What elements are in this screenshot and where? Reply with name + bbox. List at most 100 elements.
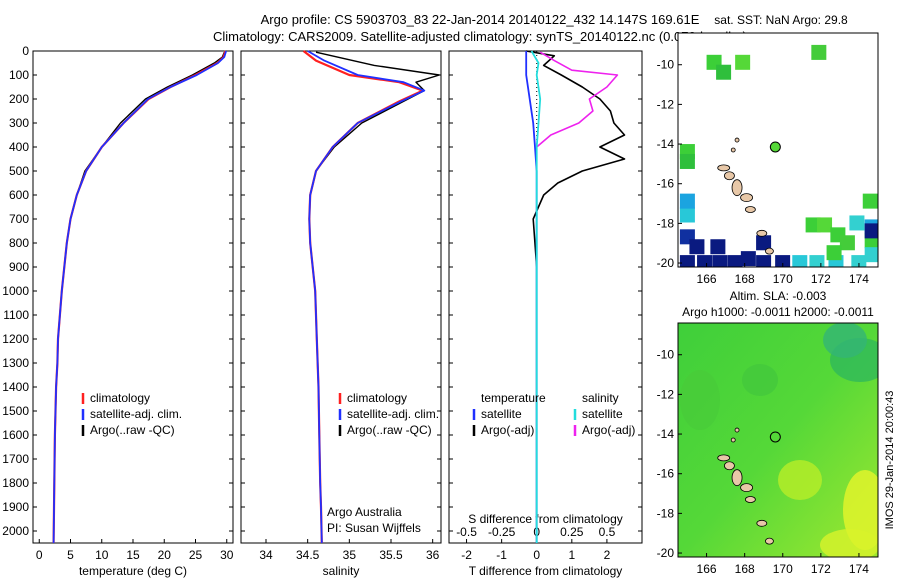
depth-tick-label: 200	[9, 92, 29, 106]
sst-grid-cell	[817, 217, 833, 233]
panel-difference: -2 -1 0 1 2 T difference from climatology -0.5…	[448, 50, 643, 578]
island-landmass	[744, 206, 756, 213]
sla_map-field	[678, 323, 878, 557]
salinity-xlabel: salinity	[323, 564, 360, 578]
sst-grid-cell	[862, 193, 878, 209]
salinity-xtick-label: 35	[343, 548, 357, 562]
island-landmass	[765, 537, 774, 545]
temperature-xlabel: temperature (deg C)	[79, 564, 187, 578]
sst_map-ytick-label: -14	[657, 137, 675, 151]
salinity-diff-tick-label: -0.5	[456, 525, 477, 539]
sla_map-xtick-label: 168	[735, 562, 755, 576]
sst-grid-cell	[679, 255, 695, 267]
island-landmass	[717, 164, 731, 172]
sst-grid-cell	[716, 64, 732, 80]
depth-tick-label: 1700	[2, 452, 29, 466]
sla-anomaly-patch	[778, 460, 822, 500]
temperature-xtick-label: 0	[36, 548, 43, 562]
salinity-xtick-label: 34.5	[296, 548, 320, 562]
temperature-xtick-label: 30	[220, 548, 234, 562]
sst-grid-cell	[849, 215, 865, 231]
sla-anomaly-patch	[680, 370, 720, 430]
depth-tick-label: 700	[9, 212, 29, 226]
sla_map-ytick-label: -12	[657, 387, 675, 401]
panel-sst_map: 166 168 170 172 174 -10 -12 -14 -16 -18 -20 sat. SS…	[657, 13, 879, 286]
temperature-xtick-label: 20	[158, 548, 172, 562]
depth-tick-label: 1300	[2, 356, 29, 370]
sst-grid-cell	[864, 223, 878, 239]
series-salinity-satellite-diff	[530, 50, 542, 543]
sla_map-frame	[677, 322, 879, 558]
island-landmass	[734, 427, 740, 433]
sst_map-field	[678, 33, 878, 267]
island-landmass	[724, 171, 735, 181]
sst_map-xtick-label: 170	[773, 272, 793, 286]
difference-xtick-label: -1	[496, 548, 507, 562]
depth-tick-label: 600	[9, 188, 29, 202]
sst_map-xtick-label: 174	[849, 272, 869, 286]
argo-float-position-marker	[769, 141, 781, 153]
sst-grid-cell	[809, 255, 825, 267]
sst-grid-cell	[864, 247, 878, 263]
island-landmass	[734, 137, 740, 143]
sst-grid-cell	[735, 54, 751, 70]
sla_map-xtick-label: 170	[773, 562, 793, 576]
depth-tick-label: 1400	[2, 380, 29, 394]
island-landmass	[740, 193, 753, 202]
sla_map-xtick-label: 166	[697, 562, 717, 576]
legend-label: Argo(-adj)	[582, 423, 635, 437]
sst-grid-cell	[756, 255, 772, 267]
island-landmass	[756, 229, 768, 237]
legend-label: Argo(..raw -QC)	[90, 423, 175, 437]
depth-tick-label: 1600	[2, 428, 29, 442]
difference-xtick-label: 0	[533, 548, 540, 562]
depth-tick-label: 1500	[2, 404, 29, 418]
sst-grid-cell	[811, 44, 827, 60]
salinity-diff-xlabel: S difference from climatology	[468, 512, 623, 526]
depth-tick-label: 2000	[2, 524, 29, 538]
sla_map-ytick-label: -20	[657, 546, 675, 560]
legend-label: climatology	[90, 391, 150, 405]
sst_map-ytick-label: -12	[657, 97, 675, 111]
island-landmass	[744, 496, 756, 503]
figure-title-line1: Argo profile: CS 5903703_83 22-Jan-2014 …	[261, 12, 700, 27]
difference-xtick-label: 2	[604, 548, 611, 562]
salinity-xtick-label: 34	[259, 548, 273, 562]
sla_map-ytick-label: -14	[657, 427, 675, 441]
series-temperature-argo-diff	[526, 50, 626, 543]
depth-tick-label: 1200	[2, 332, 29, 346]
sst-grid-cell	[828, 255, 844, 267]
series-satellite-salinity	[307, 50, 426, 544]
sst-grid-cell	[712, 255, 728, 267]
sst_map-ytick-label: -20	[657, 256, 675, 270]
sst-map-title: sat. SST: NaN Argo: 29.8	[714, 13, 848, 27]
sst-grid-cell	[826, 245, 842, 261]
series-salinity-argo-diff	[536, 51, 619, 148]
sst_map-xtick-label: 172	[811, 272, 831, 286]
imos-timestamp-label: IMOS 29-Jan-2014 20:00:43	[884, 391, 896, 530]
sst_map-xtick-label: 168	[735, 272, 755, 286]
depth-tick-label: 800	[9, 236, 29, 250]
sla_map-xtick-label: 174	[849, 562, 869, 576]
panel-temperature: 0100200300400500600700800900100011001200…	[2, 44, 233, 578]
depth-tick-label: 1100	[3, 308, 29, 322]
island-landmass	[730, 437, 736, 443]
island-landmass	[717, 454, 731, 462]
sst_map-ytick-label: -18	[657, 216, 675, 230]
sla_map-ytick-label: -18	[657, 506, 675, 520]
sst_map-frame	[677, 32, 879, 268]
legend-label: Argo(-adj)	[481, 423, 534, 437]
difference-plot-frame	[448, 50, 643, 544]
panel-sla_map: 166 168 170 172 174 -10 -12 -14 -16 -18 -20 Altim. …	[657, 289, 896, 576]
island-landmass	[730, 147, 736, 153]
sst_map-ytick-label: -16	[657, 177, 675, 191]
difference-xlabel: T difference from climatology	[469, 564, 623, 578]
sst-grid-cell	[710, 239, 726, 255]
temperature-plot-frame	[32, 50, 234, 544]
sla-map-title-line2: Argo h1000: -0.0011 h2000: -0.0011	[682, 305, 874, 319]
salinity-xtick-label: 36	[426, 548, 440, 562]
salinity-diff-tick-label: 0.25	[560, 525, 584, 539]
island-landmass	[756, 519, 768, 527]
depth-tick-label: 300	[9, 116, 29, 130]
sst-grid-cell	[679, 153, 695, 169]
